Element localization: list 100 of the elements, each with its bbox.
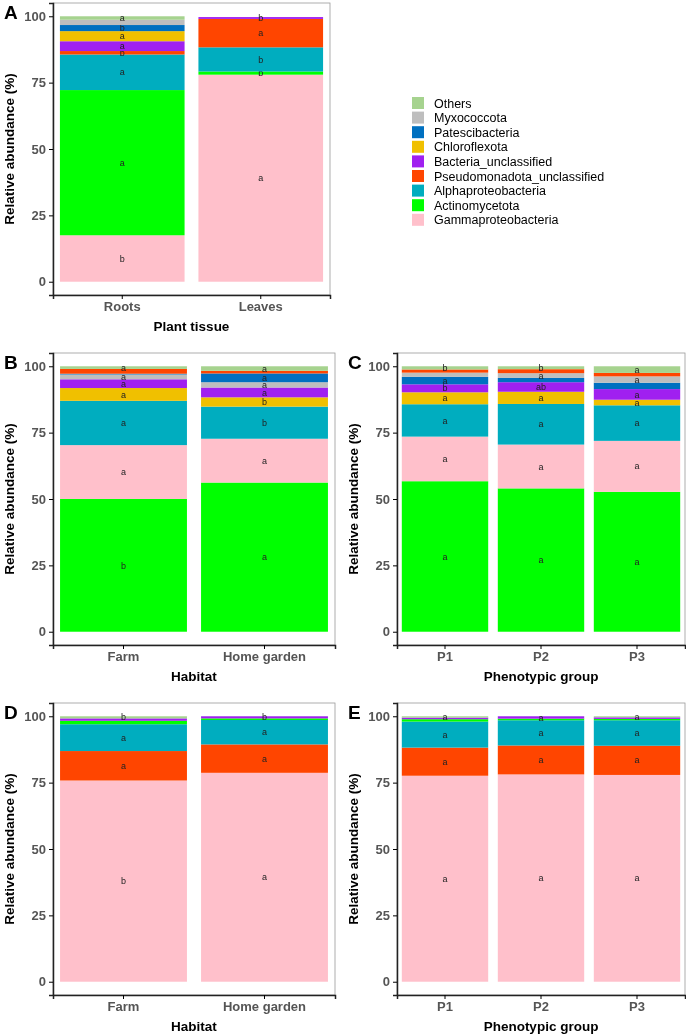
- legend-label: Alphaproteobacteria: [434, 184, 546, 199]
- data-label: a: [538, 393, 544, 404]
- bar: [201, 373, 328, 383]
- y-tick-label: 0: [382, 974, 390, 990]
- bar: [60, 368, 187, 374]
- y-tick-label: 75: [375, 775, 390, 791]
- y-tick-label: 25: [31, 908, 46, 924]
- x-tick-label: Home garden: [222, 999, 307, 1015]
- data-label: a: [538, 712, 544, 723]
- bar: [60, 445, 187, 499]
- bar: [401, 376, 489, 385]
- data-label: a: [258, 28, 264, 39]
- data-label: a: [634, 374, 640, 385]
- data-label: a: [634, 418, 640, 429]
- data-label: a: [261, 727, 268, 738]
- data-label: b: [258, 54, 264, 65]
- bar: [593, 491, 681, 632]
- data-label: a: [634, 711, 640, 722]
- chart-title: C: [348, 352, 362, 373]
- x-tick-label: P3: [629, 649, 645, 665]
- data-label: a: [119, 31, 125, 42]
- data-label: a: [261, 363, 268, 374]
- bar: [497, 774, 585, 982]
- data-label: a: [442, 415, 448, 426]
- chart-title: D: [4, 702, 18, 723]
- x-tick-label: P2: [533, 649, 549, 665]
- bar: [201, 387, 328, 398]
- bar: [60, 400, 187, 446]
- x-tick-label: Roots: [103, 299, 141, 315]
- data-label: b: [120, 876, 127, 887]
- bar: [60, 388, 187, 401]
- data-label: a: [120, 467, 127, 478]
- bar: [198, 71, 324, 75]
- y-tick-label: 0: [38, 274, 46, 290]
- data-label: a: [442, 454, 448, 465]
- y-axis-title: Relative abundance (%): [346, 423, 361, 575]
- data-label: a: [261, 380, 268, 390]
- data-label: a: [261, 387, 268, 398]
- bar: [593, 376, 681, 383]
- bar: [401, 721, 489, 748]
- bar: [59, 41, 185, 52]
- bar: [201, 719, 328, 745]
- data-label: a: [442, 756, 448, 767]
- bar: [401, 436, 489, 482]
- bar: [401, 481, 489, 632]
- bar: [60, 366, 187, 369]
- legend-label: Pseudomonadota_unclassified: [434, 169, 605, 184]
- data-label: a: [538, 755, 544, 766]
- data-label: a: [261, 872, 268, 883]
- legend-label: Others: [434, 96, 472, 111]
- bar: [497, 366, 585, 370]
- bar: [60, 379, 187, 389]
- data-label: a: [634, 364, 640, 375]
- legend-label: Patescibacteria: [434, 125, 520, 140]
- x-axis-title: Plant tissue: [153, 319, 230, 334]
- bar: [201, 366, 328, 371]
- chart-title: A: [4, 2, 18, 23]
- bar: [497, 369, 585, 374]
- bar: [59, 16, 185, 20]
- data-label: a: [261, 552, 268, 563]
- data-label: a: [119, 67, 125, 78]
- data-label: b: [258, 13, 264, 24]
- bar: [401, 775, 489, 982]
- data-label: a: [634, 728, 640, 739]
- data-label: a: [538, 728, 544, 739]
- data-label: a: [634, 389, 640, 400]
- bar: [201, 438, 328, 483]
- y-tick-label: 50: [31, 141, 46, 157]
- data-label: a: [538, 419, 544, 430]
- bar: [497, 377, 585, 383]
- y-axis-title: Relative abundance (%): [2, 773, 17, 925]
- data-label: b: [538, 362, 544, 373]
- y-tick-label: 75: [375, 425, 390, 441]
- bar: [198, 47, 324, 72]
- data-label: b: [442, 363, 448, 374]
- data-label: b: [442, 383, 448, 394]
- bar: [60, 724, 187, 752]
- bar: [593, 774, 681, 982]
- bar: [593, 366, 681, 373]
- y-tick-label: 100: [24, 358, 46, 374]
- y-tick-label: 50: [375, 491, 390, 507]
- data-label: a: [634, 556, 640, 567]
- y-tick-label: 100: [24, 8, 46, 24]
- y-axis-title: Relative abundance (%): [2, 423, 17, 575]
- y-tick-label: 0: [38, 624, 46, 640]
- data-label: ab: [535, 382, 547, 393]
- data-label: a: [442, 393, 448, 404]
- data-label: b: [261, 417, 268, 428]
- bar: [198, 74, 324, 282]
- y-axis-title: Relative abundance (%): [2, 73, 17, 225]
- bar: [59, 90, 185, 236]
- x-axis-title: Habitat: [171, 669, 218, 684]
- x-tick-label: P3: [629, 999, 645, 1015]
- data-label: a: [120, 760, 127, 771]
- bar: [59, 25, 185, 32]
- bar: [593, 720, 681, 746]
- x-axis-title: Phenotypic group: [483, 1019, 599, 1034]
- data-label: a: [538, 461, 544, 472]
- y-tick-label: 0: [38, 974, 46, 990]
- data-label: a: [120, 362, 127, 373]
